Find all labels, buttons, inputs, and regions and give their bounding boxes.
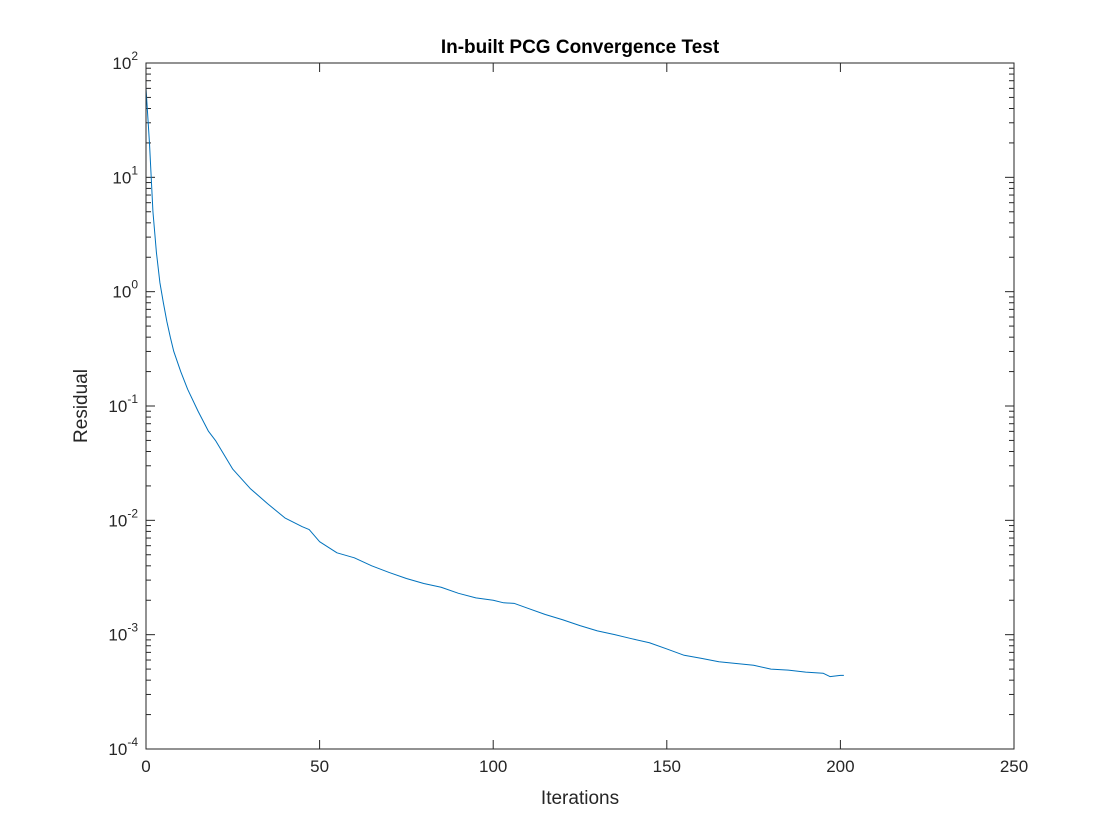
y-axis-label: Residual xyxy=(71,369,92,443)
x-tick-label: 0 xyxy=(141,757,150,776)
y-tick-label: 100 xyxy=(112,278,138,302)
y-tick-label: 102 xyxy=(112,49,138,73)
x-tick-label: 150 xyxy=(653,757,681,776)
axes-box xyxy=(145,62,1015,750)
y-tick-label: 10-3 xyxy=(108,621,138,645)
x-tick-label: 100 xyxy=(479,757,507,776)
chart-title: In-built PCG Convergence Test xyxy=(441,37,720,58)
residual-series-line xyxy=(145,88,844,678)
y-tick-label: 10-1 xyxy=(108,392,138,416)
x-tick-label: 250 xyxy=(1000,757,1028,776)
y-tick-label: 101 xyxy=(112,163,138,187)
tick-labels-layer: 0 50 100 150 200 250 10-4 10-3 10-2 10-1 100 101 102 xyxy=(108,49,1028,776)
y-tick-label: 10-4 xyxy=(108,735,138,759)
ticks-layer xyxy=(145,62,1015,750)
plot-area xyxy=(146,63,1014,749)
x-tick-label: 50 xyxy=(310,757,329,776)
x-axis-label: Iterations xyxy=(541,788,619,809)
y-tick-label: 10-2 xyxy=(108,506,138,530)
x-tick-label: 200 xyxy=(826,757,854,776)
series-layer xyxy=(145,88,844,678)
